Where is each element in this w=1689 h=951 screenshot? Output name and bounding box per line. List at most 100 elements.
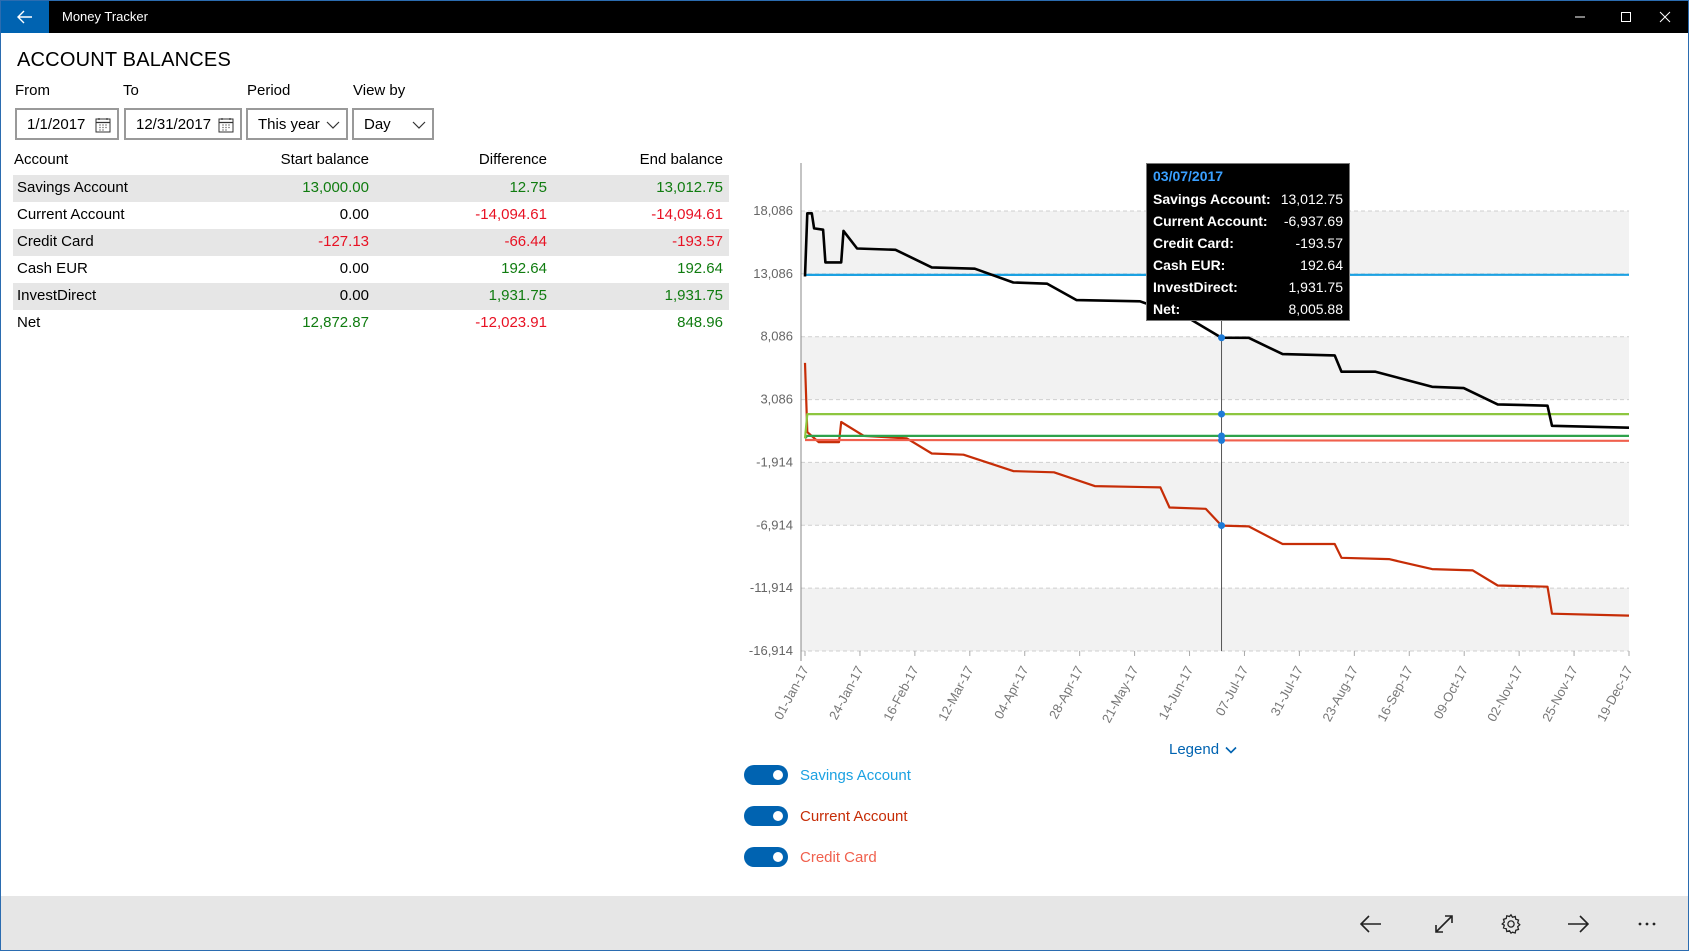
tooltip-row: Savings Account: 13,012.75 xyxy=(1153,188,1343,210)
tooltip-label: InvestDirect: xyxy=(1153,279,1238,295)
accounts-table: Account Start balance Difference End bal… xyxy=(13,147,729,337)
y-tick-label: 3,086 xyxy=(760,392,793,407)
back-arrow-icon xyxy=(17,10,32,24)
legend-switch-credit[interactable] xyxy=(744,847,788,867)
previous-button[interactable] xyxy=(1355,908,1387,940)
close-icon xyxy=(1659,11,1671,23)
tooltip-row: Cash EUR: 192.64 xyxy=(1153,254,1343,276)
period-value: This year xyxy=(258,115,320,133)
account-name: Current Account xyxy=(17,206,125,223)
difference: 1,931.75 xyxy=(488,287,547,304)
period-dropdown[interactable]: This year xyxy=(246,108,348,140)
legend-toggle-button[interactable]: Legend xyxy=(1169,741,1237,758)
start-balance: 12,872.87 xyxy=(302,314,369,331)
legend-toggle-label: Legend xyxy=(1169,741,1220,758)
end-balance: 192.64 xyxy=(677,260,723,277)
x-tick-label: 01-Jan-17 xyxy=(771,663,812,722)
tooltip-value: -6,937.69 xyxy=(1283,213,1343,229)
x-tick-label: 12-Mar-17 xyxy=(935,663,976,723)
y-tick-label: 18,086 xyxy=(753,203,793,218)
table-row-net[interactable]: Net 12,872.87 -12,023.91 848.96 xyxy=(13,310,729,337)
tooltip-value: 13,012.75 xyxy=(1280,191,1343,207)
legend-label: Credit Card xyxy=(800,848,877,866)
table-row[interactable]: Cash EUR 0.00 192.64 192.64 xyxy=(13,256,729,283)
table-row[interactable]: Current Account 0.00 -14,094.61 -14,094.… xyxy=(13,202,729,229)
command-bar xyxy=(1,896,1688,950)
crosshair-marker xyxy=(1218,410,1226,418)
series-line-investdirect xyxy=(803,413,1629,439)
tooltip-row: InvestDirect: 1,931.75 xyxy=(1153,276,1343,298)
start-balance: 0.00 xyxy=(339,260,369,277)
tooltip-row: Credit Card: -193.57 xyxy=(1153,232,1343,254)
end-balance: -193.57 xyxy=(672,233,723,250)
table-row[interactable]: InvestDirect 0.00 1,931.75 1,931.75 xyxy=(13,283,729,310)
y-tick-label: -11,914 xyxy=(750,580,793,595)
crosshair-marker xyxy=(1218,432,1226,440)
app-title: Money Tracker xyxy=(62,9,148,24)
titlebar-back-button[interactable] xyxy=(1,1,49,33)
more-button[interactable] xyxy=(1631,908,1663,940)
table-header: Account Start balance Difference End bal… xyxy=(13,147,729,175)
end-balance: 13,012.75 xyxy=(656,179,723,196)
tooltip-label: Credit Card: xyxy=(1153,235,1234,251)
settings-button[interactable] xyxy=(1495,908,1527,940)
viewby-value: Day xyxy=(364,115,391,133)
y-tick-label: -1,914 xyxy=(756,454,793,469)
difference: 12.75 xyxy=(509,179,547,196)
tooltip-row: Current Account: -6,937.69 xyxy=(1153,210,1343,232)
chevron-down-icon xyxy=(412,121,426,129)
difference: -66.44 xyxy=(504,233,547,250)
difference: 192.64 xyxy=(501,260,547,277)
series-line-net xyxy=(803,211,1630,429)
maximize-button[interactable] xyxy=(1603,1,1649,33)
gear-icon xyxy=(1501,913,1521,935)
x-tick-label: 16-Feb-17 xyxy=(880,663,921,723)
end-balance: -14,094.61 xyxy=(651,206,723,223)
title-bar: Money Tracker xyxy=(1,1,1688,33)
to-date-picker[interactable]: 12/31/2017 xyxy=(124,108,242,140)
viewby-dropdown[interactable]: Day xyxy=(352,108,434,140)
period-label: Period xyxy=(247,82,291,99)
y-tick-label: 13,086 xyxy=(753,266,793,281)
y-tick-label: -16,914 xyxy=(749,643,793,658)
account-name: InvestDirect xyxy=(17,287,97,304)
from-label: From xyxy=(15,82,50,99)
chart-band xyxy=(801,462,1629,526)
legend-switch-savings[interactable] xyxy=(744,765,788,785)
more-icon xyxy=(1638,922,1656,926)
page-title: ACCOUNT BALANCES xyxy=(17,49,231,71)
y-tick-label: -6,914 xyxy=(756,517,793,532)
x-tick-label: 04-Apr-17 xyxy=(991,663,1031,721)
forward-arrow-icon xyxy=(1568,915,1589,933)
tooltip-label: Current Account: xyxy=(1153,213,1268,229)
x-tick-label: 07-Jul-17 xyxy=(1212,663,1251,718)
x-tick-label: 02-Nov-17 xyxy=(1484,663,1526,724)
chart-band xyxy=(801,336,1629,400)
viewby-label: View by xyxy=(353,82,406,99)
maximize-icon xyxy=(1621,12,1631,22)
tooltip-date: 03/07/2017 xyxy=(1153,168,1224,184)
x-tick-label: 09-Oct-17 xyxy=(1430,663,1470,721)
table-row[interactable]: Savings Account 13,000.00 12.75 13,012.7… xyxy=(13,175,729,202)
series-line-current-account xyxy=(803,362,1630,617)
x-tick-label: 31-Jul-17 xyxy=(1267,663,1306,718)
close-button[interactable] xyxy=(1642,1,1688,33)
header-account: Account xyxy=(14,151,69,168)
next-button[interactable] xyxy=(1562,908,1594,940)
chart-band xyxy=(801,588,1629,651)
start-balance: 0.00 xyxy=(339,287,369,304)
tooltip-value: 192.64 xyxy=(1300,257,1343,273)
account-name: Cash EUR xyxy=(17,260,88,277)
series-line-cash-eur xyxy=(804,434,1629,440)
minimize-button[interactable] xyxy=(1557,1,1603,33)
x-axis-ticks: 01-Jan-17 24-Jan-17 16-Feb-17 12-Mar-17 04-A… xyxy=(771,651,1636,725)
y-axis-ticks: 18,086 13,086 8,086 3,086 -1,914 -6,914 -11,91… xyxy=(749,203,793,658)
fullscreen-button[interactable] xyxy=(1428,908,1460,940)
table-row[interactable]: Credit Card -127.13 -66.44 -193.57 xyxy=(13,229,729,256)
from-date-picker[interactable]: 1/1/2017 xyxy=(15,108,119,140)
legend-item-savings: Savings Account xyxy=(744,764,911,786)
legend-switch-current[interactable] xyxy=(744,806,788,826)
calendar-icon xyxy=(95,118,111,133)
tooltip-value: 1,931.75 xyxy=(1288,279,1344,295)
